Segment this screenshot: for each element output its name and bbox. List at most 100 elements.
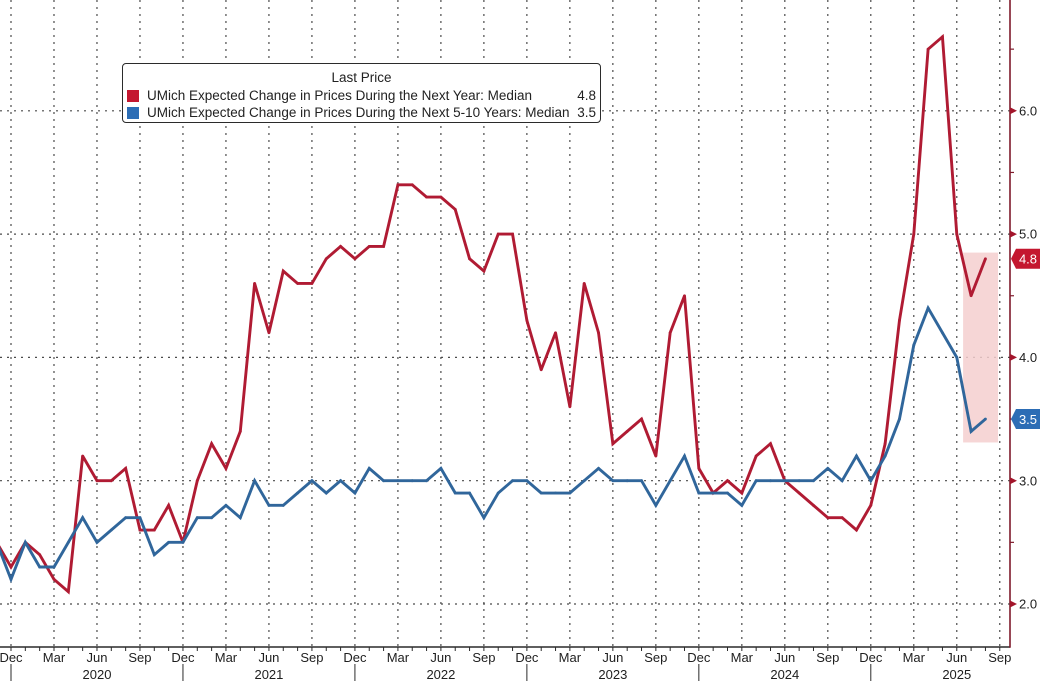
data-point bbox=[425, 195, 428, 199]
data-point bbox=[683, 294, 686, 298]
data-point bbox=[869, 479, 873, 483]
y-tick-marker bbox=[1010, 230, 1017, 238]
data-point bbox=[468, 257, 471, 261]
data-point bbox=[640, 417, 643, 421]
x-year-label: 2021 bbox=[254, 667, 283, 681]
data-point bbox=[296, 491, 299, 495]
x-tick-label: Dec bbox=[859, 650, 883, 665]
y-tick-label: 2.0 bbox=[1019, 597, 1037, 612]
data-point bbox=[367, 466, 371, 470]
data-point bbox=[511, 232, 514, 236]
data-point bbox=[353, 257, 357, 261]
data-point bbox=[969, 294, 973, 298]
data-point bbox=[912, 343, 916, 347]
data-point bbox=[797, 491, 801, 495]
data-point bbox=[525, 479, 529, 483]
data-point bbox=[711, 491, 715, 495]
data-point bbox=[410, 183, 414, 187]
x-year-label: 2022 bbox=[426, 667, 455, 681]
data-point bbox=[66, 540, 70, 544]
data-point bbox=[382, 479, 385, 483]
legend-value: 4.8 bbox=[577, 88, 596, 103]
data-point bbox=[568, 405, 572, 409]
legend-label: UMich Expected Change in Prices During t… bbox=[147, 105, 570, 120]
y-tick-label: 6.0 bbox=[1019, 103, 1037, 118]
data-point bbox=[9, 577, 13, 581]
data-point bbox=[926, 306, 930, 310]
x-tick-label: Dec bbox=[0, 650, 23, 665]
data-point bbox=[195, 479, 199, 483]
axes bbox=[0, 0, 1017, 681]
data-point bbox=[840, 479, 844, 483]
data-point bbox=[324, 491, 328, 495]
x-tick-label: Mar bbox=[731, 650, 754, 665]
series-line-5-10-years bbox=[0, 304, 987, 584]
data-point bbox=[597, 466, 600, 470]
y-tick-marker bbox=[1010, 600, 1017, 608]
data-point bbox=[668, 479, 672, 483]
data-point bbox=[654, 503, 658, 507]
data-point bbox=[482, 516, 486, 520]
data-point bbox=[9, 565, 13, 569]
data-point bbox=[167, 503, 171, 507]
data-point bbox=[267, 331, 271, 335]
data-point bbox=[726, 479, 729, 483]
data-point bbox=[439, 466, 443, 470]
data-point bbox=[238, 429, 242, 433]
data-point bbox=[253, 282, 257, 285]
data-point bbox=[238, 516, 242, 520]
data-point bbox=[138, 516, 142, 520]
data-point bbox=[210, 442, 214, 446]
x-tick-label: Mar bbox=[387, 650, 410, 665]
data-point bbox=[812, 503, 815, 507]
data-point bbox=[210, 516, 214, 520]
data-point bbox=[66, 590, 70, 594]
x-tick-label: Sep bbox=[300, 650, 323, 665]
x-tick-label: Sep bbox=[988, 650, 1011, 665]
data-point bbox=[912, 232, 916, 236]
data-point bbox=[138, 528, 142, 532]
data-point bbox=[826, 466, 830, 470]
data-point bbox=[783, 479, 787, 483]
data-point bbox=[769, 442, 772, 446]
data-point bbox=[181, 540, 185, 544]
x-year-label: 2020 bbox=[83, 667, 112, 681]
data-point bbox=[955, 232, 959, 236]
data-point bbox=[511, 479, 514, 483]
y-tick-marker bbox=[1010, 477, 1017, 485]
data-point bbox=[984, 257, 987, 261]
x-year-label: 2025 bbox=[942, 667, 971, 681]
axis-labels: 2.0 3.0 4.0 5.0 6.0 Dec Mar Jun Sep Dec Mar Jun Sep D… bbox=[0, 103, 1037, 681]
data-point bbox=[955, 356, 959, 359]
data-point bbox=[926, 47, 930, 51]
last-price-flag-blue bbox=[1011, 409, 1040, 430]
data-point bbox=[468, 491, 471, 495]
data-point bbox=[38, 565, 42, 569]
data-point bbox=[353, 491, 357, 495]
data-point bbox=[224, 466, 228, 470]
data-point bbox=[855, 528, 858, 532]
data-point bbox=[726, 491, 729, 495]
x-year-label: 2024 bbox=[770, 667, 799, 681]
x-tick-label: Sep bbox=[472, 650, 495, 665]
data-point bbox=[769, 479, 772, 483]
x-tick-label: Mar bbox=[559, 650, 582, 665]
data-point bbox=[281, 269, 285, 273]
data-point bbox=[425, 479, 428, 483]
data-point bbox=[754, 454, 758, 458]
data-point bbox=[539, 491, 543, 495]
x-tick-label: Jun bbox=[430, 650, 451, 665]
series-layer bbox=[0, 33, 987, 595]
x-tick-label: Dec bbox=[171, 650, 195, 665]
data-point bbox=[625, 429, 629, 433]
x-tick-label: Dec bbox=[687, 650, 711, 665]
data-point bbox=[267, 503, 271, 507]
x-tick-label: Jun bbox=[946, 650, 967, 665]
data-point bbox=[496, 232, 500, 236]
data-point bbox=[697, 466, 701, 470]
data-point bbox=[38, 553, 42, 557]
data-point bbox=[611, 442, 615, 446]
data-point bbox=[152, 553, 156, 557]
data-point bbox=[668, 331, 672, 335]
